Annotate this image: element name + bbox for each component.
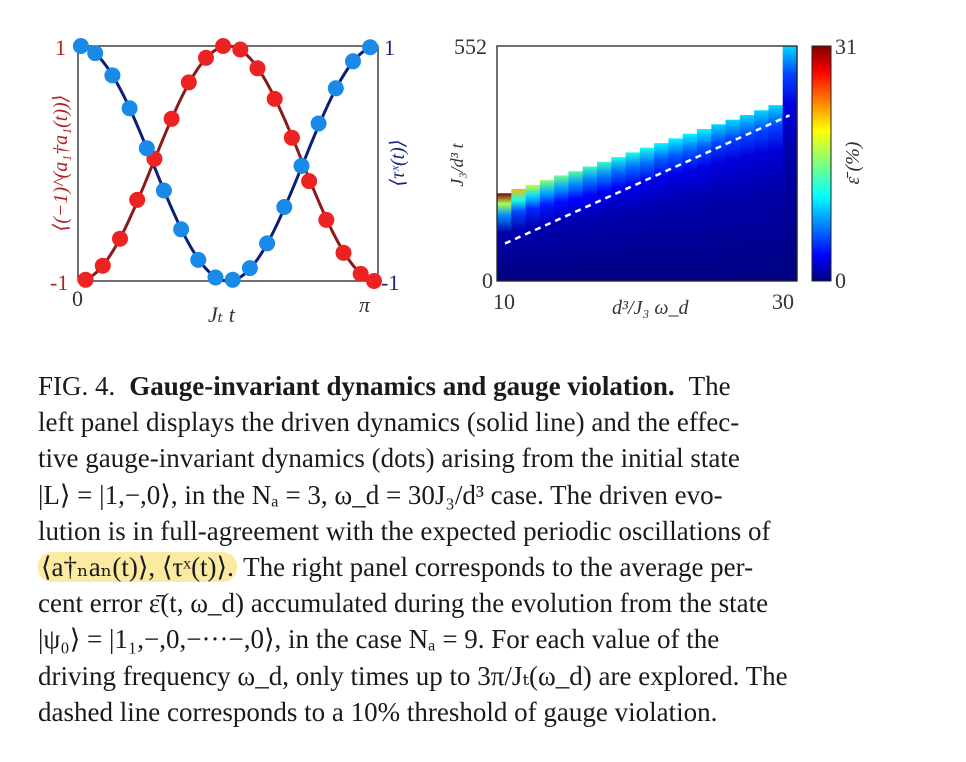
caption-line-7: cent error ε̄(t, ω_d) accumulated during…	[38, 588, 769, 619]
left-panel: 1 -1 1 -1 0 π Jₜ t ⟨(−1)^(a₁†a₁(t))⟩ ⟨τˣ…	[50, 35, 409, 327]
data-point	[138, 140, 155, 157]
data-point	[163, 110, 180, 127]
caption-line-3: tive gauge-invariant dynamics (dots) ari…	[38, 443, 740, 474]
data-point	[362, 39, 379, 56]
data-point	[198, 49, 214, 66]
threshold-dashed-line	[504, 114, 791, 245]
right-xtick-30: 30	[772, 289, 794, 314]
left-xlabel: Jₜ t	[208, 302, 236, 327]
heatmap-column	[654, 143, 670, 281]
data-point	[94, 257, 111, 274]
data-point	[266, 90, 283, 107]
data-point	[77, 271, 94, 288]
left-xtick-0: 0	[72, 286, 83, 311]
highlighted-expression: ⟨a†ₙaₙ(t)⟩, ⟨τˣ(t)⟩.	[38, 552, 237, 583]
colorbar-tick-31: 31	[835, 34, 857, 59]
data-point	[301, 173, 318, 190]
heatmap-column	[739, 115, 755, 281]
data-point	[352, 265, 369, 282]
caption-line-5: lution is in full-agreement with the exp…	[38, 515, 771, 546]
heatmap-column	[782, 46, 798, 281]
left-ylabel: ⟨(−1)^(a₁†a₁(t))⟩	[50, 95, 72, 232]
data-point	[207, 269, 224, 286]
right-plot-frame	[496, 45, 798, 282]
heatmap-column	[754, 110, 770, 281]
heatmap-column	[668, 138, 684, 281]
data-point	[232, 41, 249, 58]
data-point	[293, 157, 310, 174]
data-point	[366, 273, 382, 289]
heatmap-column	[639, 147, 655, 281]
colorbar-tick-0: 0	[835, 268, 846, 293]
heatmap-column	[597, 161, 612, 281]
data-point	[327, 80, 344, 97]
data-point	[104, 67, 121, 84]
caption-line-1: FIG. 4. Gauge-invariant dynamics and gaug…	[38, 368, 878, 404]
right-ytick-0: 0	[482, 268, 493, 293]
data-point	[318, 211, 335, 228]
heatmap-column	[682, 133, 698, 281]
data-point	[190, 251, 207, 268]
heatmap-column	[525, 184, 541, 281]
heatmap-column	[768, 105, 784, 281]
right-ylabel: J₃/d³ t	[447, 142, 467, 186]
heatmap-column	[554, 175, 570, 281]
caption-line-10: dashed line corresponds to a 10% thresho…	[38, 696, 718, 727]
data-point	[72, 38, 89, 54]
figure-title: Gauge-invariant dynamics and gauge viola…	[129, 371, 675, 401]
data-point	[276, 199, 293, 215]
data-point	[129, 191, 146, 208]
heatmap-column	[725, 119, 741, 281]
figure-4: 1 -1 1 -1 0 π Jₜ t ⟨(−1)^(a₁†a₁(t))⟩ ⟨τˣ…	[50, 34, 864, 327]
heatmap-column	[539, 180, 555, 281]
figure-caption: FIG. 4. Gauge-invariant dynamics and gaug…	[38, 368, 878, 730]
data-point	[283, 129, 300, 146]
left-ytick-bottom: -1	[50, 270, 68, 295]
caption-line-8: |ψ₀⟩ = |1₁,−,0,−···−,0⟩, in the case Nₐ …	[38, 624, 720, 655]
data-point	[112, 230, 128, 247]
data-point	[155, 182, 172, 199]
right-xtick-10: 10	[493, 289, 515, 314]
caption-line-2: left panel displays the driven dynamics …	[38, 407, 740, 438]
caption-line-4: |L⟩ = |1,−,0⟩, in the Nₐ = 3, ω_d = 30J₃…	[38, 479, 723, 510]
right-ytick-552: 552	[454, 34, 487, 59]
right-panel: 552 0 10 30 d³/J₃ ω_d J₃/d³ t 31 0 ε̄ (%…	[447, 34, 864, 319]
heatmap-column	[611, 157, 627, 281]
heatmap-column	[582, 166, 598, 281]
figure-label: FIG. 4.	[38, 371, 116, 401]
right-ytick-top: 1	[384, 35, 395, 60]
data-point	[241, 260, 258, 277]
data-point	[345, 53, 361, 70]
data-point	[87, 45, 104, 62]
left-xtick-pi: π	[359, 292, 371, 317]
data-point	[224, 271, 241, 288]
right-ytick-bottom: -1	[381, 270, 399, 295]
caption-line-6-rest: The right panel corresponds to the avera…	[243, 552, 754, 583]
heatmap-column	[497, 193, 512, 281]
left-ytick-top: 1	[55, 35, 66, 60]
data-point	[215, 38, 232, 54]
caption-line-9: driving frequency ω_d, only times up to …	[38, 660, 788, 691]
right-ylabel: ⟨τˣ(t)⟩	[387, 139, 409, 186]
right-xlabel: d³/J₃ ω_d	[612, 297, 690, 319]
heatmap-column	[711, 124, 727, 281]
colorbar	[811, 45, 832, 282]
data-point	[180, 74, 197, 91]
heatmap-column	[697, 129, 712, 281]
heatmap-column	[625, 152, 641, 281]
caption-line-6: ⟨a†ₙaₙ(t)⟩, ⟨τˣ(t)⟩. The right panel cor…	[38, 549, 878, 585]
heatmap-column	[511, 189, 527, 281]
data-point	[259, 235, 276, 252]
data-point	[335, 244, 352, 261]
data-point	[121, 100, 138, 117]
caption-line-1-rest: The	[688, 371, 731, 401]
heatmap-column	[568, 171, 584, 281]
data-point	[173, 221, 190, 238]
colorbar-label: ε̄ (%)	[842, 141, 864, 184]
data-point	[310, 115, 327, 132]
data-point	[249, 60, 266, 77]
